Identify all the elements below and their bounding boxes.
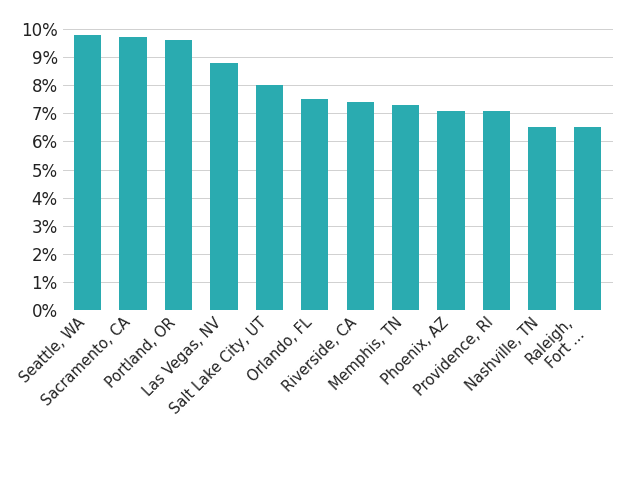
Bar [210, 63, 238, 310]
Bar [119, 38, 147, 310]
Bar [438, 110, 465, 310]
Bar [74, 34, 101, 310]
Bar [574, 128, 601, 310]
Bar [528, 128, 556, 310]
Bar [347, 102, 374, 310]
Bar [301, 100, 328, 310]
Bar [256, 85, 283, 310]
Bar [392, 105, 419, 310]
Bar [165, 40, 192, 310]
Bar [483, 110, 510, 310]
